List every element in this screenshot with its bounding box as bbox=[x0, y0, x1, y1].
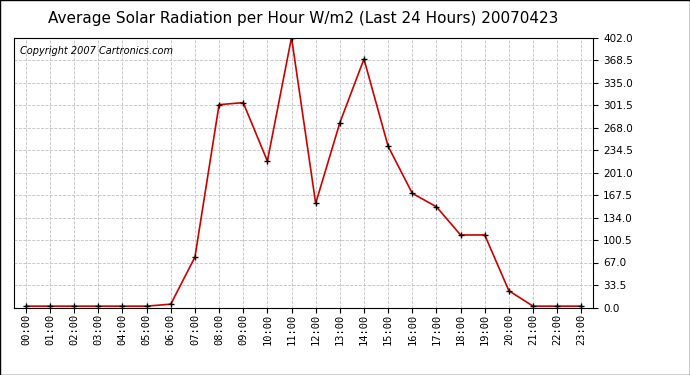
Text: Copyright 2007 Cartronics.com: Copyright 2007 Cartronics.com bbox=[19, 46, 172, 56]
Text: Average Solar Radiation per Hour W/m2 (Last 24 Hours) 20070423: Average Solar Radiation per Hour W/m2 (L… bbox=[48, 11, 559, 26]
